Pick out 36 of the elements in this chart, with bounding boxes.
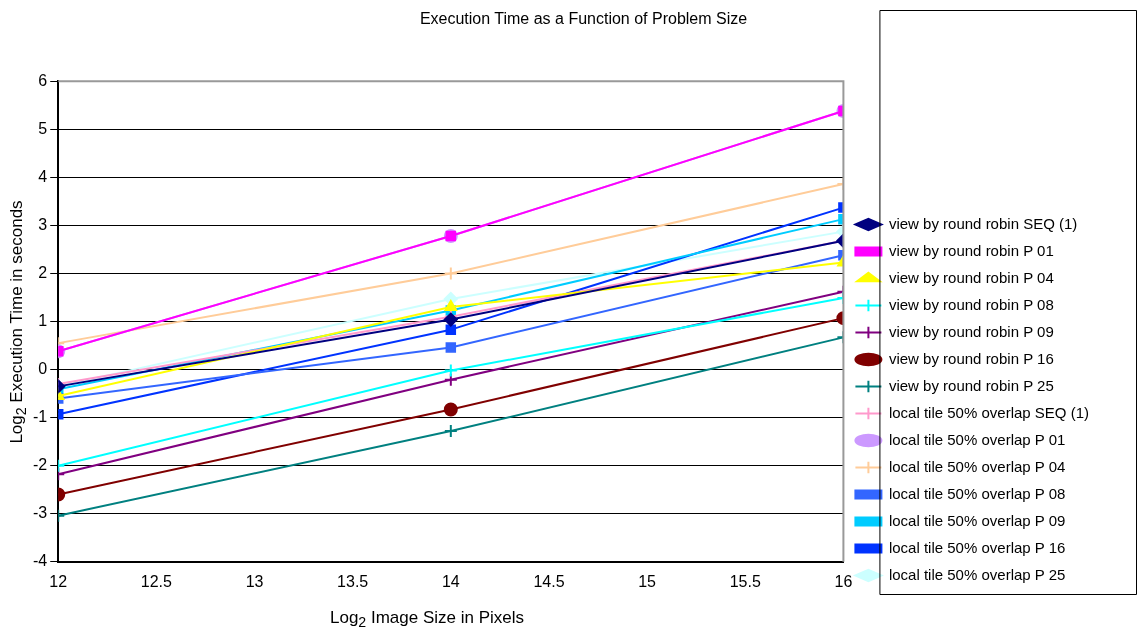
legend-label: local tile 50% overlap SEQ (1) — [888, 403, 1089, 421]
y-tick-label: -1 — [32, 408, 48, 426]
y-tick-label: 1 — [38, 311, 48, 329]
legend-label: local tile 50% overlap P 09 — [888, 511, 1066, 529]
x-tick-label: 13 — [245, 572, 264, 590]
y-tick-label: 6 — [38, 71, 48, 89]
legend-label: view by round robin P 16 — [888, 349, 1054, 367]
legend-label: view by round robin P 09 — [888, 322, 1054, 340]
legend-label: view by round robin P 08 — [888, 295, 1054, 313]
legend-label: view by round robin P 04 — [888, 268, 1054, 286]
x-tick-label: 14.5 — [533, 572, 565, 590]
legend-label: view by round robin P 25 — [888, 376, 1054, 394]
legend-label: local tile 50% overlap P 08 — [888, 484, 1066, 502]
y-tick-label: 3 — [38, 215, 48, 233]
x-tick-label: 15 — [638, 572, 657, 590]
x-tick-label: 13.5 — [337, 572, 369, 590]
y-tick-label: 2 — [38, 263, 48, 281]
y-tick-label: -4 — [32, 552, 48, 570]
x-tick-label: 14 — [441, 572, 460, 590]
x-tick-label: 16 — [834, 572, 853, 590]
x-tick-label: 12.5 — [140, 572, 173, 590]
legend-label: view by round robin P 01 — [888, 241, 1054, 259]
legend-label: view by round robin SEQ (1) — [888, 214, 1078, 232]
x-axis-title: Log$_{2}$ Image Size in Pixels — [328, 608, 525, 631]
legend-label: local tile 50% overlap P 01 — [888, 430, 1066, 448]
y-tick-label: 4 — [38, 167, 48, 185]
x-tick-label: 12 — [49, 572, 68, 590]
y-tick-label: 0 — [38, 359, 48, 377]
legend-label: local tile 50% overlap P 04 — [888, 457, 1066, 475]
y-tick-label: -2 — [32, 456, 48, 474]
y-tick-label: -3 — [32, 504, 48, 522]
legend-label: local tile 50% overlap P 16 — [888, 538, 1066, 556]
chart-title: Execution Time as a Function of Problem Size — [419, 10, 748, 28]
x-tick-label: 15.5 — [729, 572, 761, 590]
legend-label: local tile 50% overlap P 25 — [888, 565, 1066, 583]
y-tick-label: 5 — [38, 119, 48, 137]
